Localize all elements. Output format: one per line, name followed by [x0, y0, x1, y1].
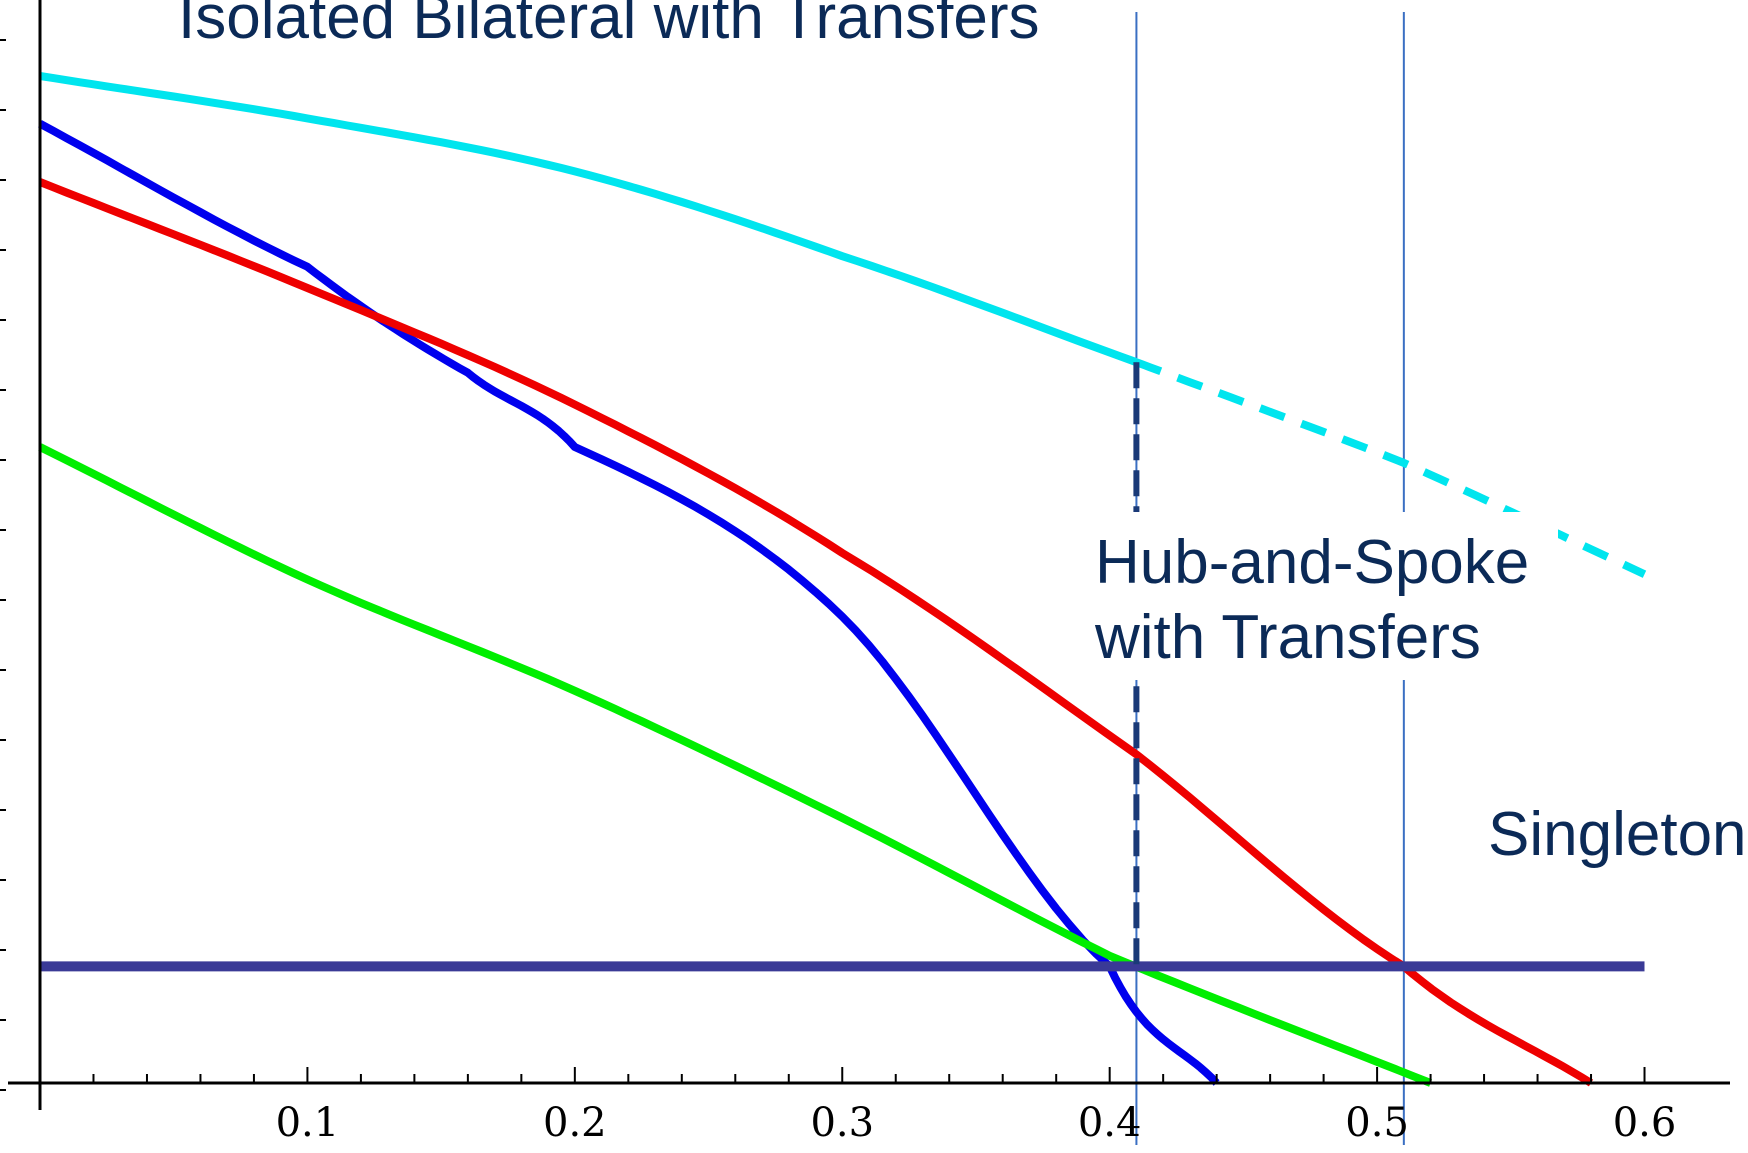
series-line-5: [38, 443, 1433, 1087]
series-line-2: [1135, 358, 1647, 578]
label-backgrounds: [1088, 512, 1748, 877]
singleton-label-background: [1480, 795, 1748, 877]
x-tick-label: 0.1: [276, 1100, 340, 1146]
annotation-hub-line2: with Transfers: [1094, 603, 1481, 672]
x-tick-label: 0.2: [543, 1100, 607, 1146]
hub-label-background: [1088, 512, 1558, 680]
x-tick-label: 0.3: [810, 1100, 874, 1146]
series-line-1: [39, 72, 1138, 366]
annotations: Isolated Bilateral with Transfers Hub-an…: [178, 0, 1747, 869]
x-tick-label: 0.6: [1613, 1100, 1677, 1146]
x-tick-label: 0.4: [1078, 1100, 1142, 1146]
annotation-isolated: Isolated Bilateral with Transfers: [178, 0, 1040, 52]
annotation-singleton: Singleton: [1488, 800, 1747, 869]
x-tick-label: 0.5: [1345, 1100, 1409, 1146]
annotation-hub-line1: Hub-and-Spoke: [1095, 528, 1529, 597]
